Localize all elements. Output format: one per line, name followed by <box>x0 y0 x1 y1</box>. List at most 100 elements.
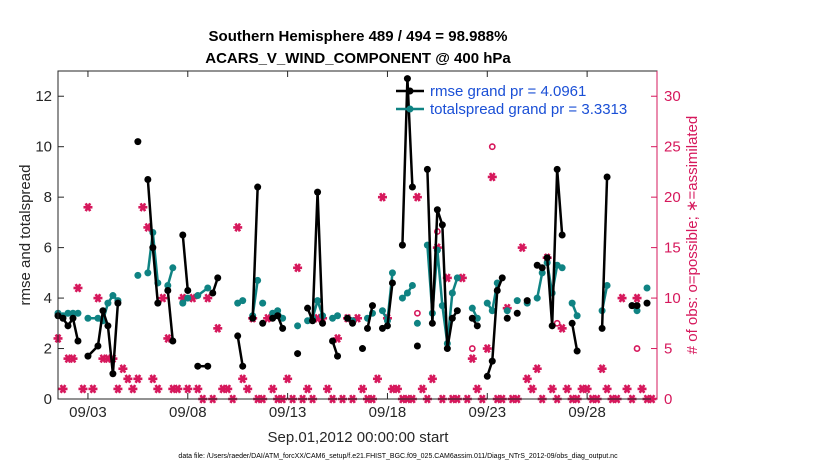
totalspread-point <box>643 284 651 292</box>
obs-assimilated-marker <box>487 172 497 182</box>
rmse-point <box>633 302 641 310</box>
rmse-point <box>164 287 172 295</box>
obs-assimilated-marker <box>193 384 203 394</box>
rmse-point <box>204 362 212 370</box>
obs-assimilated-marker <box>183 384 193 394</box>
y2-tick-label: 25 <box>664 139 681 156</box>
rmse-point <box>234 332 242 340</box>
y-tick-label: 6 <box>44 240 52 257</box>
rmse-point <box>493 287 501 295</box>
axis-ticks: 09/03 09/08 09/13 09/18 09/23 09/28 0 2 4 6 8 10 12 0… <box>35 71 681 421</box>
totalspread-point <box>294 322 302 330</box>
rmse-point <box>473 322 481 330</box>
totalspread-point <box>448 289 456 297</box>
rmse-line <box>236 335 244 367</box>
rmse-line <box>600 176 609 329</box>
obs-assimilated-marker <box>417 384 427 394</box>
y-axis-label: rmse and totalspread <box>17 165 34 306</box>
obs-assimilated-marker <box>557 323 567 333</box>
obs-assimilated-marker <box>467 354 477 364</box>
totalspread-point <box>164 281 172 289</box>
totalspread-point <box>538 269 546 277</box>
rmse-point <box>294 350 302 358</box>
obs-assimilated-marker <box>622 384 632 394</box>
legend-spread-label: totalspread grand pr = 3.3313 <box>430 101 627 118</box>
totalspread-point <box>134 271 142 279</box>
rmse-point <box>488 357 496 365</box>
obs-assimilated-marker <box>427 374 437 384</box>
obs-assimilated-marker <box>597 364 607 374</box>
rmse-point <box>453 307 461 315</box>
totalspread-point <box>408 281 416 289</box>
totalspread-point <box>274 307 282 315</box>
obs-assimilated-marker <box>133 374 143 384</box>
obs-assimilated-marker <box>213 323 223 333</box>
totalspread-point <box>603 281 611 289</box>
obs-assimilated-marker <box>357 384 367 394</box>
rmse-point <box>598 324 606 332</box>
rmse-point <box>468 314 476 322</box>
rmse-point <box>279 324 287 332</box>
totalspread-point <box>453 274 461 282</box>
obs-assimilated-marker <box>602 384 612 394</box>
rmse-point <box>274 312 282 320</box>
totalspread-point <box>378 307 386 315</box>
totalspread-point <box>388 269 396 277</box>
rmse-line <box>570 323 579 352</box>
rmse-point <box>344 314 352 322</box>
rmse-point <box>319 319 327 327</box>
rmse-point <box>144 175 152 183</box>
obs-assimilated-marker <box>392 384 402 394</box>
totalspread-point <box>259 299 267 307</box>
totalspread-point <box>334 312 342 320</box>
rmse-point <box>503 314 511 322</box>
rmse-line <box>306 190 324 324</box>
rmse-point <box>349 319 357 327</box>
obs-possible-marker <box>633 345 641 352</box>
obs-assimilated-marker <box>148 374 158 384</box>
obs-assimilated-marker <box>323 384 333 394</box>
obs-assimilated-marker <box>118 364 128 374</box>
rmse-point <box>428 319 436 327</box>
rmse-point <box>184 287 192 295</box>
rmse-point <box>603 173 611 181</box>
totalspread-point <box>503 307 511 315</box>
obs-assimilated-marker <box>78 384 88 394</box>
rmse-line <box>181 234 190 291</box>
y2-tick-label: 20 <box>664 189 681 206</box>
rmse-point <box>314 188 322 196</box>
totalspread-point <box>473 314 481 322</box>
totalspread-point <box>573 312 581 320</box>
totalspread-point <box>513 297 521 305</box>
obs-assimilated-marker <box>73 283 83 293</box>
rmse-point <box>179 231 187 239</box>
obs-assimilated-marker <box>527 384 537 394</box>
obs-assimilated-marker <box>58 384 68 394</box>
rmse-point <box>368 302 376 310</box>
rmse-point <box>109 370 117 378</box>
rmse-point <box>513 309 521 317</box>
totalspread-point <box>69 309 77 317</box>
totalspread-point <box>184 294 192 302</box>
x-tick-label: 09/03 <box>69 404 107 421</box>
totalspread-point <box>144 269 152 277</box>
obs-assimilated-marker <box>88 384 98 394</box>
y-tick-label: 12 <box>35 88 52 105</box>
obs-assimilated-marker <box>158 293 168 303</box>
rmse-point <box>358 345 366 353</box>
rmse-point <box>548 322 556 330</box>
rmse-point <box>209 289 217 297</box>
totalspread-point <box>533 294 541 302</box>
rmse-point <box>134 138 142 146</box>
x-tick-label: 09/08 <box>169 404 207 421</box>
obs-assimilated-marker <box>203 293 213 303</box>
obs-assimilated-marker <box>547 384 557 394</box>
rmse-line <box>366 305 374 329</box>
obs-assimilated-marker <box>472 384 482 394</box>
totalspread-point <box>104 299 112 307</box>
obs-assimilated-marker <box>233 222 243 232</box>
obs-assimilated-marker <box>482 343 492 354</box>
obs-assimilated-marker <box>377 192 387 202</box>
